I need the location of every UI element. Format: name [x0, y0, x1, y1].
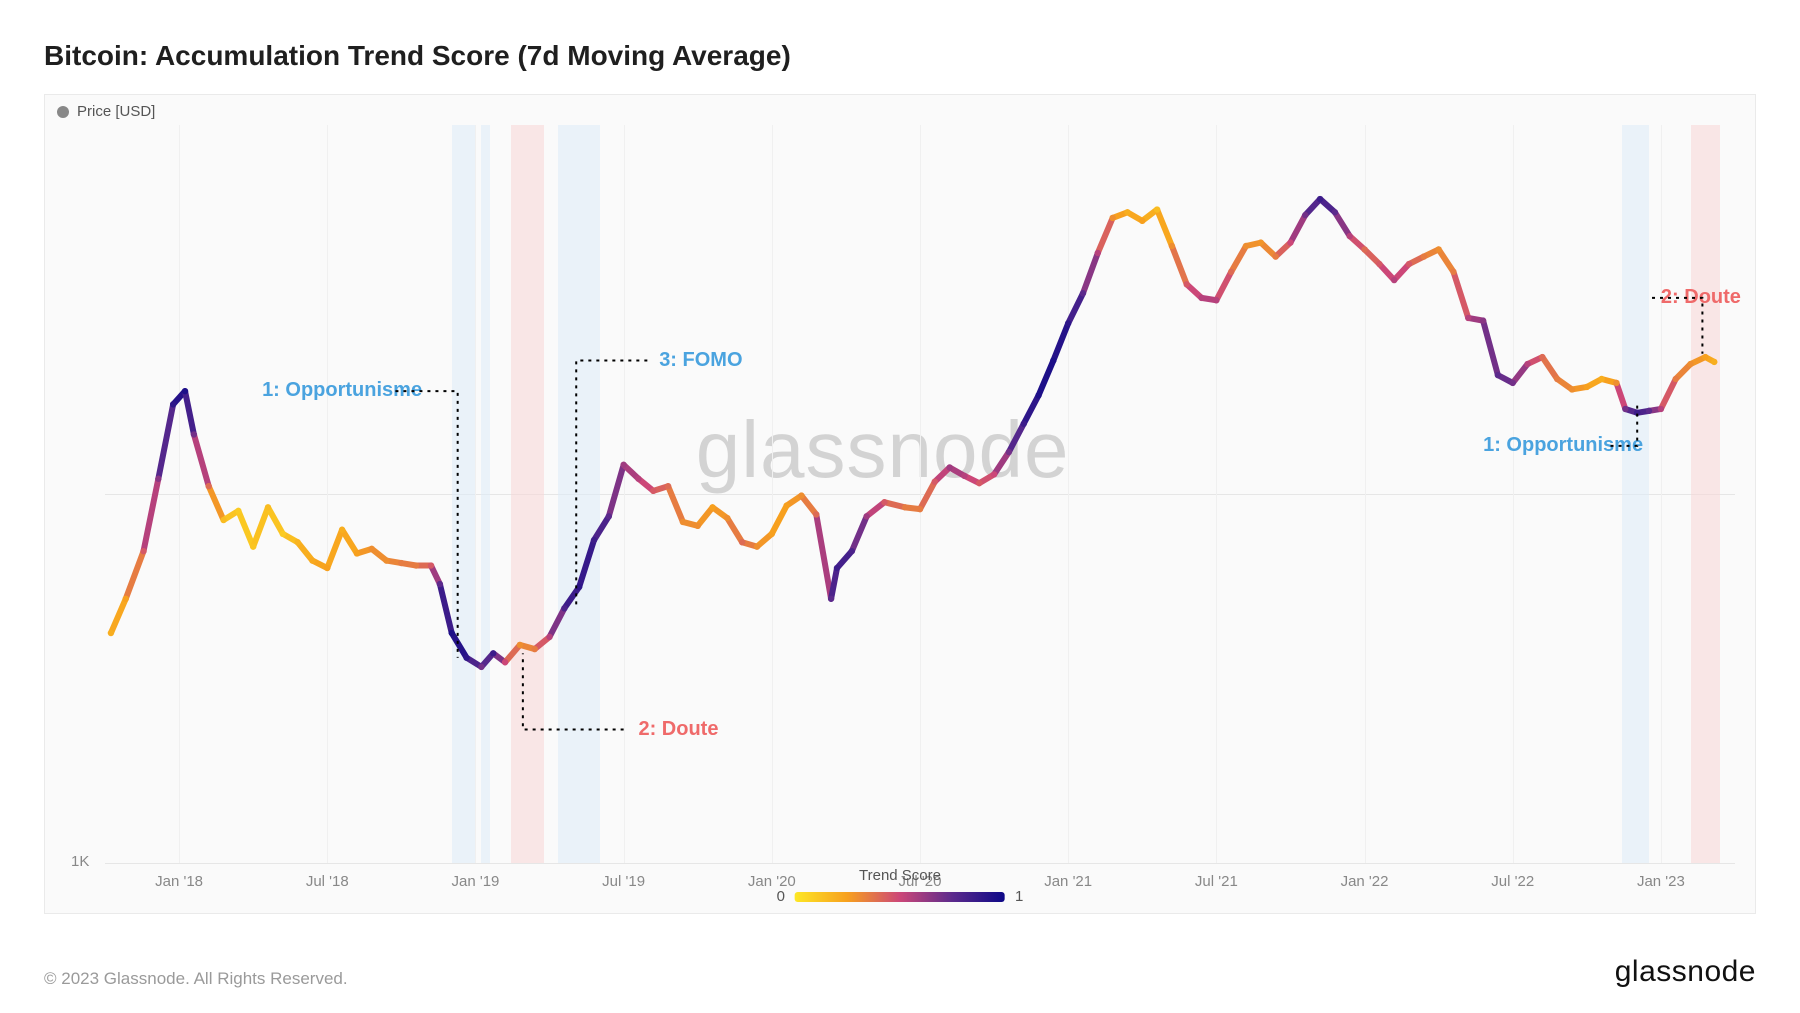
x-tick-label: Jul '19 — [602, 873, 645, 890]
x-tick-label: Jan '19 — [452, 873, 500, 890]
gridline-y — [105, 863, 1735, 864]
annotation-leaders — [105, 125, 1735, 863]
footer: © 2023 Glassnode. All Rights Reserved. g… — [44, 955, 1756, 989]
x-tick-label: Jan '18 — [155, 873, 203, 890]
x-tick-label: Jan '22 — [1341, 873, 1389, 890]
legend-dot-icon — [57, 106, 69, 118]
y-tick-1k: 1K — [71, 853, 89, 870]
page-root: Bitcoin: Accumulation Trend Score (7d Mo… — [0, 0, 1800, 1013]
colormap-min-label: 0 — [777, 888, 785, 905]
plot-area: glassnode 1: Opportunisme2: Doute3: FOMO… — [105, 125, 1735, 863]
colormap-max-label: 1 — [1015, 888, 1023, 905]
brand-logo-text: glassnode — [1615, 955, 1756, 989]
x-tick-label: Jul '21 — [1195, 873, 1238, 890]
x-tick-label: Jan '21 — [1044, 873, 1092, 890]
colormap-legend: Trend Score 0 1 — [777, 867, 1024, 905]
x-tick-label: Jul '18 — [306, 873, 349, 890]
copyright-text: © 2023 Glassnode. All Rights Reserved. — [44, 969, 348, 989]
chart-frame: Price [USD] glassnode 1: Opportunisme2: … — [44, 94, 1756, 914]
chart-title: Bitcoin: Accumulation Trend Score (7d Mo… — [44, 40, 1756, 72]
colormap-title: Trend Score — [777, 867, 1024, 884]
colormap-bar — [795, 892, 1005, 902]
x-tick-label: Jul '22 — [1491, 873, 1534, 890]
legend-series: Price [USD] — [57, 103, 155, 120]
x-tick-label: Jan '23 — [1637, 873, 1685, 890]
legend-series-label: Price [USD] — [77, 103, 155, 120]
